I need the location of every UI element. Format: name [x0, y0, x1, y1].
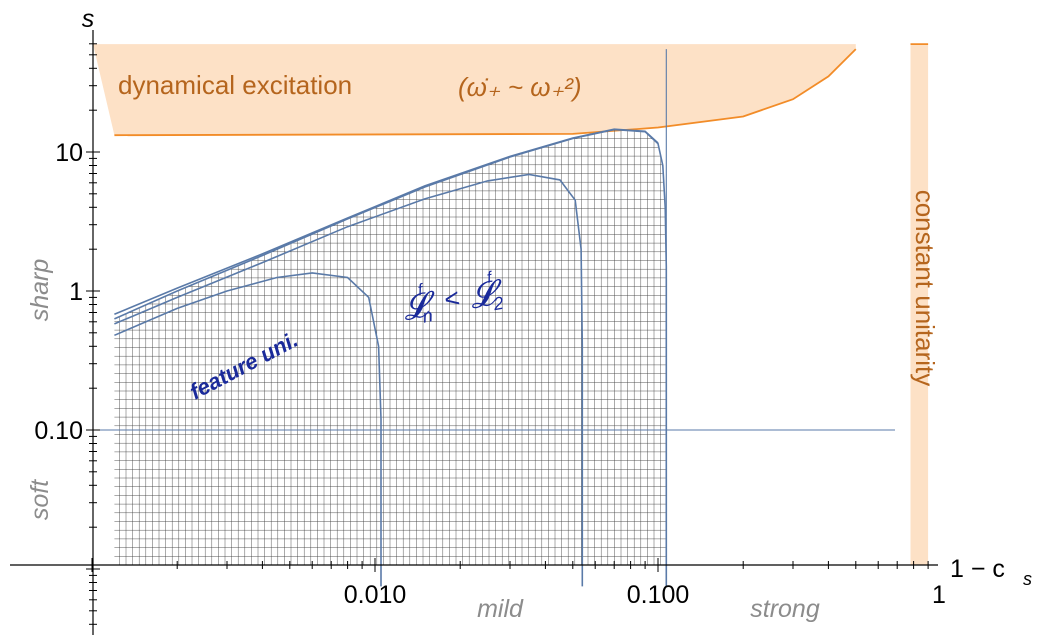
- dynamical-excitation-region: [93, 44, 856, 136]
- boundary-curve-1: [114, 272, 382, 587]
- hatch-grid: [114, 129, 667, 565]
- constant-unitarity-region: [910, 44, 929, 566]
- dynamical-excitation-boundary: [114, 48, 857, 137]
- lagrangian-sub-right: 2: [491, 293, 505, 315]
- lagrangian-sup-right: f: [486, 269, 495, 287]
- shaded-regions: [93, 43, 929, 566]
- lagrangian-sup-left: f: [417, 281, 426, 299]
- x-tick-label: 1: [932, 581, 946, 609]
- lagrangian-sub-left: n: [421, 305, 434, 326]
- regime-label-strong: strong: [750, 595, 820, 623]
- dynamical-excitation-label: dynamical excitation: [118, 70, 352, 100]
- curves: [114, 128, 668, 587]
- y-axis-label: s: [82, 5, 95, 33]
- x-axis-label-subscript: s: [1023, 569, 1032, 589]
- regime-label-soft: soft: [26, 479, 54, 520]
- x-tick-label: 0.100: [627, 581, 690, 609]
- constant-unitarity-label: constant unitarity: [910, 190, 940, 387]
- boundary-curve-4: [114, 128, 659, 316]
- hatch-grid-lines: [114, 129, 667, 565]
- y-tick-label: 1: [69, 278, 83, 306]
- y-tick-label: 0.10: [34, 417, 83, 445]
- x-tick-label: 0.010: [344, 581, 407, 609]
- axes: [10, 30, 938, 635]
- annotations: 0.010 0.100 1 0.10 1 10 s 1 − c s sharp soft mild st…: [26, 5, 1032, 623]
- regime-label-sharp: sharp: [26, 259, 54, 322]
- y-tick-label: 10: [55, 139, 83, 167]
- dynamical-excitation-formula: (ω̇₊ ~ ω₊²): [458, 72, 582, 102]
- lagrangian-less-than: <: [441, 282, 461, 314]
- regime-label-mild: mild: [477, 595, 524, 623]
- lagrangian-condition-label: 𝓛fn< 𝓛f2: [400, 269, 507, 328]
- boundary-curve-3: [114, 128, 668, 587]
- boundary-curve-2: [114, 173, 584, 587]
- x-axis-label: 1 − c: [950, 555, 1005, 583]
